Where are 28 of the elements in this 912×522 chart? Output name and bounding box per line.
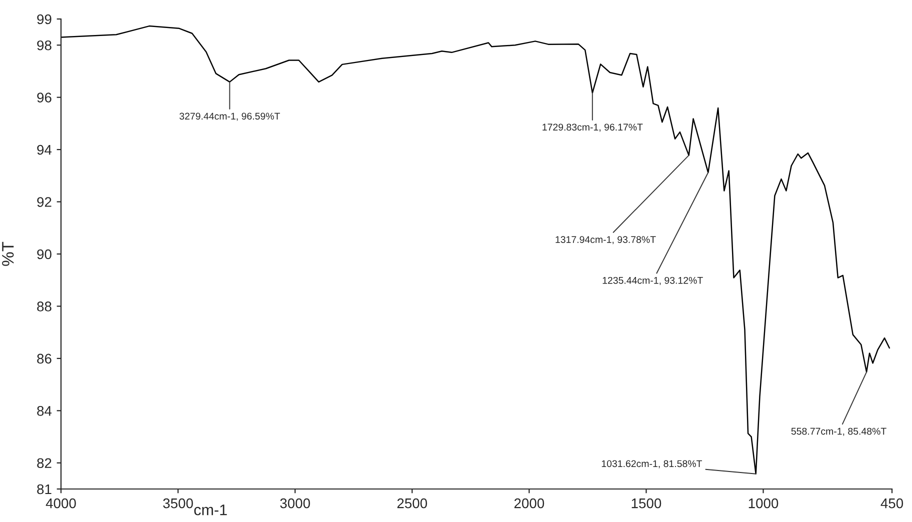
y-tick-label: 84 — [37, 406, 52, 416]
x-tick-label: 1500 — [632, 498, 662, 508]
line-series — [61, 25, 890, 474]
annotation: 1729.83cm-1, 96.17%T — [542, 124, 643, 132]
y-tick-label: 82 — [37, 458, 52, 468]
y-tick-label: 92 — [37, 197, 52, 207]
x-tick-label: 2500 — [397, 498, 428, 508]
y-tick-label: 94 — [37, 144, 52, 155]
annotation: 1235.44cm-1, 93.12%T — [602, 276, 703, 285]
x-tick-label: 3500 — [163, 498, 193, 508]
x-tick-label: 4000 — [46, 498, 76, 508]
y-tick-label: 88 — [37, 302, 52, 312]
x-tick-label: 450 — [880, 498, 904, 508]
annotation: 3279.44cm-1, 96.59%T — [180, 112, 280, 121]
y-tick-label: 81 — [37, 484, 52, 494]
annotation: 1317.94cm-1, 93.78%T — [556, 236, 656, 244]
x-axis-title: cm-1 — [194, 504, 227, 516]
y-axis-title: %T — [2, 242, 14, 266]
y-tick-label: 96 — [37, 92, 52, 103]
x-tick-label: 1000 — [748, 498, 778, 508]
y-tick-label: 99 — [37, 14, 52, 24]
annotation: 558.77cm-1, 85.48%T — [791, 428, 886, 436]
y-tick-label: 98 — [37, 40, 52, 50]
x-tick-label: 2000 — [514, 498, 544, 508]
annotation: 1031.62cm-1, 81.58%T — [602, 460, 702, 468]
y-tick-label: 90 — [37, 249, 52, 260]
x-tick-label: 3000 — [280, 498, 310, 508]
y-tick-label: 86 — [37, 354, 52, 364]
